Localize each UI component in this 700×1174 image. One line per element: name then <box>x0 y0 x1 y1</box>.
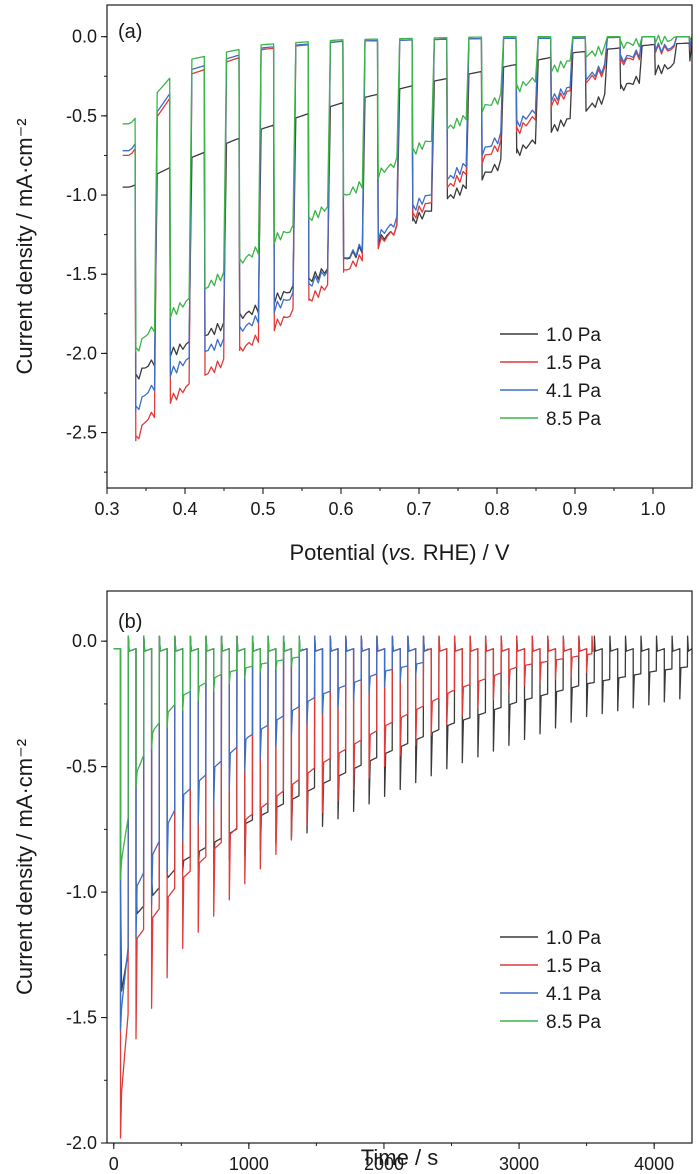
legend: 1.0 Pa 1.5 Pa 4.1 Pa 8.5 Pa <box>500 325 601 430</box>
y-tick-label: -2.0 <box>66 343 97 363</box>
legend-label: 8.5 Pa <box>546 409 601 430</box>
x-axis-label: Potential (vs. RHE) / V <box>289 540 509 565</box>
series-line-15Pa <box>113 635 594 1139</box>
y-axis-label: Current density / mA·cm⁻² <box>12 739 37 995</box>
y-tick-label: -1.0 <box>66 882 97 902</box>
x-tick-label: 1.0 <box>640 499 665 519</box>
plot-area <box>113 635 692 1139</box>
x-tick-label: 0.6 <box>328 499 353 519</box>
x-axis-label-part: Potential ( <box>289 540 389 565</box>
series-line-10Pa <box>122 42 692 380</box>
series-line-10Pa <box>113 635 692 992</box>
legend-label: 8.5 Pa <box>546 1012 601 1033</box>
y-tick-label: 0.0 <box>72 631 97 651</box>
legend-label: 1.0 Pa <box>546 928 601 949</box>
y-tick-label: -1.5 <box>66 264 97 284</box>
legend-label: 1.5 Pa <box>546 956 601 977</box>
y-tick-label: -2.0 <box>66 1133 97 1153</box>
y-axis-label: Current density / mA·cm⁻² <box>12 118 37 374</box>
x-tick-label: 0.3 <box>94 499 119 519</box>
x-tick-label: 0.9 <box>562 499 587 519</box>
x-tick-label: 0.7 <box>406 499 431 519</box>
series-line-15Pa <box>122 36 692 442</box>
x-axis-label-part: vs. <box>389 540 417 565</box>
y-tick-label: 0.0 <box>72 27 97 47</box>
legend-label: 1.0 Pa <box>546 325 601 346</box>
plot-area <box>122 34 692 442</box>
x-tick-label: 0 <box>109 1154 119 1174</box>
x-tick-label: 0.8 <box>484 499 509 519</box>
series-line-41Pa <box>122 36 692 412</box>
y-tick-label: -0.5 <box>66 106 97 126</box>
series-line-41Pa <box>113 635 429 1031</box>
legend: 1.0 Pa 1.5 Pa 4.1 Pa 8.5 Pa <box>500 928 601 1033</box>
panel-label: (b) <box>118 611 142 633</box>
x-axis-label: Time / s <box>361 1145 438 1170</box>
y-tick-label: -0.5 <box>66 757 97 777</box>
x-tick-label: 4000 <box>634 1154 674 1174</box>
panel-label: (a) <box>118 21 142 43</box>
legend-label: 1.5 Pa <box>546 353 601 374</box>
panel-a: 0.3 0.4 0.5 0.6 0.7 0.8 0.9 1.0 0.0 -0.5 -1.0 -1.5 -… <box>12 4 693 565</box>
series-line-85Pa <box>122 34 692 353</box>
series-line-85Pa <box>113 635 304 881</box>
plot-frame <box>106 590 693 1144</box>
y-tick-label: -1.0 <box>66 185 97 205</box>
legend-label: 4.1 Pa <box>546 984 601 1005</box>
x-tick-label: 0.4 <box>172 499 197 519</box>
plot-frame <box>106 4 693 489</box>
x-tick-label: 2000 <box>364 1154 404 1174</box>
panel-b: 0 1000 2000 3000 4000 0.0 -0.5 -1.0 -1.5 -2.0 Time… <box>12 590 693 1174</box>
x-tick-label: 0.5 <box>250 499 275 519</box>
y-tick-label: -1.5 <box>66 1008 97 1028</box>
legend-label: 4.1 Pa <box>546 381 601 402</box>
x-axis-label-part: RHE) / V <box>417 540 510 565</box>
y-tick-label: -2.5 <box>66 423 97 443</box>
x-tick-label: 1000 <box>229 1154 269 1174</box>
x-tick-label: 3000 <box>499 1154 539 1174</box>
